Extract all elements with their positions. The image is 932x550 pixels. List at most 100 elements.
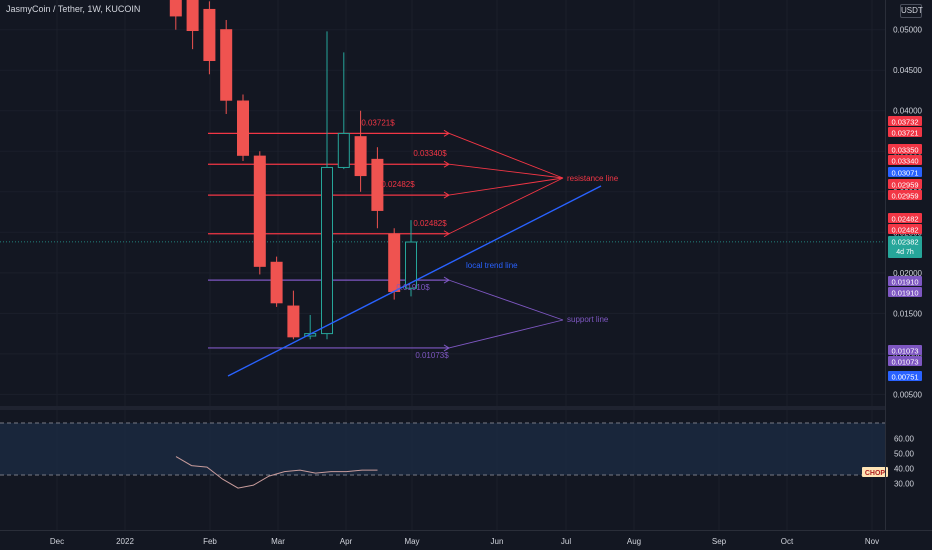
support-annotation: support line	[567, 315, 609, 324]
time-axis[interactable]: Dec 2022 Feb Mar Apr May Jun Jul Aug Sep Oct Nov	[50, 537, 879, 546]
chop-tick-1: 50.00	[894, 450, 915, 459]
resistance-1-ray	[448, 132, 564, 179]
level-labels: 0.03721$ 0.03340$ 0.02482$ 0.02482$ 0.01910$…	[361, 118, 618, 360]
trend-annotation: local trend line	[466, 261, 518, 270]
price-tag-bg-9	[888, 236, 922, 258]
pane-divider[interactable]	[0, 406, 886, 410]
chop-indicator	[175, 456, 378, 489]
price-tags: 0.03732 0.03721 0.03350 0.03340 0.03071 0.029…	[862, 116, 922, 477]
symbol-header[interactable]: JasmyCoin / Tether, 1W, KUCOIN	[6, 4, 141, 14]
price-tag-14: 0.00751	[891, 373, 918, 382]
chop-line	[175, 456, 378, 489]
grid-lines	[0, 0, 885, 530]
price-tag-12: 0.01073	[891, 347, 918, 356]
candle-body-6	[253, 155, 266, 267]
time-tick-8: Aug	[627, 537, 641, 546]
price-tag-13: 0.01073	[891, 358, 918, 367]
resistance-4-arrow	[443, 230, 450, 238]
price-tag-sub-9: 4d 7h	[896, 249, 914, 256]
support-1-label: 0.01910$	[396, 283, 430, 292]
time-axis-border	[0, 530, 932, 531]
resistance-1-label: 0.03721$	[361, 118, 395, 127]
price-tag-3: 0.03340	[891, 157, 918, 166]
price-tag-bg-5	[888, 179, 922, 189]
price-tag-9: 0.02382	[891, 238, 918, 247]
price-tag-bg-12	[888, 345, 922, 355]
price-tag-11: 0.01910	[891, 289, 918, 298]
time-tick-5: May	[404, 537, 419, 546]
currency-button[interactable]: USDT	[900, 4, 923, 18]
resistance-4-ray	[448, 177, 564, 235]
chop-tag-bg	[862, 467, 888, 477]
price-axis-border	[885, 0, 886, 530]
chop-band-fill	[0, 423, 885, 475]
time-tick-3: Mar	[271, 537, 285, 546]
price-tick-6: 0.02000	[893, 269, 922, 278]
price-tag-bg-1	[888, 127, 922, 137]
chop-tick-0: 60.00	[894, 435, 915, 444]
resistance-2-label: 0.03340$	[413, 149, 447, 158]
time-tick-2: Feb	[203, 537, 217, 546]
resistance-2-arrow	[443, 160, 450, 168]
candle-body-15	[405, 241, 417, 289]
candle-body-2	[186, 0, 199, 32]
resistance-2-ray	[448, 163, 564, 179]
price-tag-bg-7	[888, 213, 922, 223]
price-tag-4: 0.03071	[891, 169, 918, 178]
price-tick-9: 0.00500	[893, 390, 922, 399]
support-2-ray	[448, 319, 564, 349]
time-tick-0: Dec	[50, 537, 64, 546]
price-tag-bg-0	[888, 116, 922, 126]
price-tag-bg-6	[888, 190, 922, 200]
time-tick-7: Jul	[561, 537, 571, 546]
price-tag-1: 0.03721	[891, 129, 918, 138]
price-tag-0: 0.03732	[891, 118, 918, 127]
price-tag-10: 0.01910	[891, 278, 918, 287]
price-tag-2: 0.03350	[891, 146, 918, 155]
resistance-3-arrow	[443, 191, 450, 199]
annotation-rays	[448, 132, 564, 349]
price-tag-6: 0.02959	[891, 192, 918, 201]
candle-body-3	[203, 8, 216, 61]
chop-band	[0, 422, 885, 476]
candle-body-8	[287, 305, 300, 338]
candle-body-5	[237, 100, 249, 156]
support-2-label: 0.01073$	[415, 351, 449, 360]
candle-body-11	[337, 132, 350, 168]
price-tag-bg-10	[888, 276, 922, 286]
price-tag-bg-14	[888, 371, 922, 381]
resistance-1-arrow	[443, 129, 450, 137]
chop-tick-2: 40.00	[894, 465, 915, 474]
support-1-ray	[448, 279, 564, 321]
resistance-annotation: resistance line	[567, 174, 619, 183]
candles	[169, 0, 417, 340]
time-tick-9: Sep	[712, 537, 727, 546]
price-tick-1: 0.04500	[893, 66, 922, 75]
candle-body-12	[354, 136, 367, 177]
resistance-3-label: 0.02482$	[381, 180, 415, 189]
time-tick-1: 2022	[116, 537, 134, 546]
chop-tag: CHOP	[865, 470, 886, 477]
time-tick-11: Nov	[865, 537, 879, 546]
time-tick-6: Jun	[491, 537, 504, 546]
candle-body-4	[220, 29, 233, 101]
price-tick-0: 0.05000	[893, 26, 922, 35]
price-tag-bg-4	[888, 167, 922, 177]
price-tag-7: 0.02482	[891, 215, 918, 224]
price-tag-8: 0.02482	[891, 226, 918, 235]
price-tag-5: 0.02959	[891, 181, 918, 190]
time-tick-10: Oct	[781, 537, 794, 546]
resistance-4-label: 0.02482$	[413, 219, 447, 228]
price-tag-bg-11	[888, 287, 922, 297]
price-tag-bg-3	[888, 155, 922, 165]
candle-body-1	[169, 0, 182, 17]
candle-body-13	[371, 158, 384, 211]
price-tag-bg-13	[888, 356, 922, 366]
trend-line	[227, 185, 602, 377]
price-tag-bg-8	[888, 224, 922, 234]
candle-body-10	[321, 166, 333, 335]
candle-body-7	[270, 261, 283, 304]
price-tick-7: 0.01500	[893, 309, 922, 318]
